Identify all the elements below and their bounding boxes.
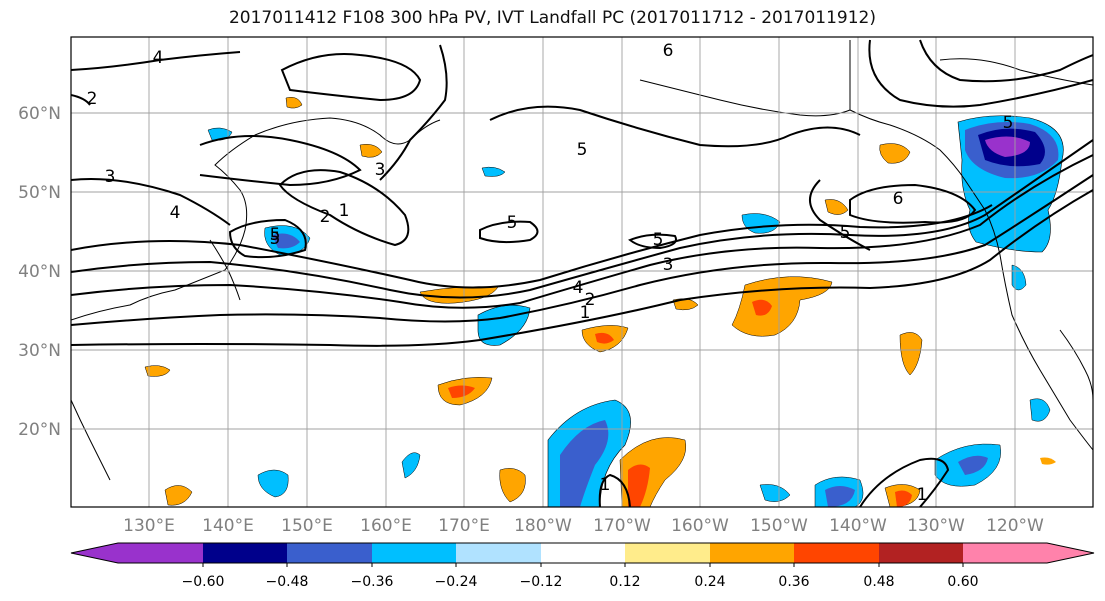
lat-label-30n: 30°N xyxy=(18,341,61,361)
contour-label: 2 xyxy=(320,207,331,227)
contour-label: 5 xyxy=(577,140,588,160)
contour-label: 1 xyxy=(339,201,350,221)
contour-labels: 4 2 3 5 6 3 4 1 2 5 5 5 3 4 2 5 6 5 1 1 … xyxy=(87,41,1014,505)
contour-label: 6 xyxy=(893,189,904,209)
colorbar-segment xyxy=(287,543,372,563)
lon-label-130w: 130°W xyxy=(907,516,965,536)
latitude-labels: 60°N 50°N 40°N 30°N 20°N xyxy=(18,104,61,440)
lon-label-160e: 160°E xyxy=(360,516,412,536)
colorbar-tick-label: 0.36 xyxy=(778,574,809,590)
lat-label-60n: 60°N xyxy=(18,104,61,124)
colorbar-segment xyxy=(625,543,710,563)
colorbar-tick-label: 0.24 xyxy=(694,574,725,590)
contour-label: 6 xyxy=(663,41,674,61)
lat-label-20n: 20°N xyxy=(18,420,61,440)
lon-label-180w: 180°W xyxy=(514,516,572,536)
longitude-labels: 130°E 140°E 150°E 160°E 170°E 180°W 170°… xyxy=(123,516,1044,536)
contour-label: 4 xyxy=(170,203,181,223)
colorbar-segment xyxy=(879,543,963,563)
colorbar-segment xyxy=(794,543,879,563)
contour-label: 5 xyxy=(270,225,281,245)
colorbar-tick-label: −0.12 xyxy=(520,574,563,590)
colorbar-segment xyxy=(456,543,541,563)
colorbar-extend-high xyxy=(1047,543,1094,563)
lat-label-50n: 50°N xyxy=(18,183,61,203)
colorbar: −0.60 −0.48 −0.36 −0.24 −0.12 0.12 0.24 … xyxy=(70,542,1095,590)
contour-label: 2 xyxy=(585,290,596,310)
colorbar-tick-label: 0.48 xyxy=(863,574,894,590)
contour-label: 5 xyxy=(1003,113,1014,133)
contour-label: 3 xyxy=(375,160,386,180)
colorbar-extend-low xyxy=(71,543,118,563)
shaded-anomalies xyxy=(144,97,1064,507)
contour-label: 5 xyxy=(653,230,664,250)
colorbar-segment xyxy=(541,543,625,563)
lon-label-120w: 120°W xyxy=(986,516,1044,536)
colorbar-tick-label: −0.24 xyxy=(435,574,478,590)
colorbar-tick-label: 0.12 xyxy=(609,574,640,590)
lon-label-140e: 140°E xyxy=(202,516,254,536)
colorbar-segment xyxy=(203,543,287,563)
colorbar-segment xyxy=(372,543,456,563)
contour-label: 3 xyxy=(663,255,674,275)
map-frame xyxy=(70,36,1094,508)
map-title: 2017011412 F108 300 hPa PV, IVT Landfall… xyxy=(228,8,876,28)
contour-label: 4 xyxy=(153,48,164,68)
lat-label-40n: 40°N xyxy=(18,262,61,282)
contour-label: 1 xyxy=(600,475,611,495)
coastlines xyxy=(71,40,1093,481)
lon-label-170e: 170°E xyxy=(438,516,490,536)
pv-contours xyxy=(71,39,1093,507)
colorbar-segment xyxy=(963,543,1047,563)
colorbar-tick-label: −0.48 xyxy=(266,574,309,590)
colorbar-tick-label: −0.60 xyxy=(182,574,225,590)
contour-label: 5 xyxy=(270,229,281,249)
colorbar-tick-label: −0.36 xyxy=(351,574,394,590)
lon-label-160w: 160°W xyxy=(671,516,729,536)
colorbar-segment xyxy=(710,543,794,563)
lon-label-150w: 150°W xyxy=(750,516,808,536)
lon-label-130e: 130°E xyxy=(123,516,175,536)
lon-label-170w: 170°W xyxy=(593,516,651,536)
contour-label: 3 xyxy=(105,167,116,187)
colorbar-segment xyxy=(118,543,203,563)
contour-label: 5 xyxy=(840,223,851,243)
colorbar-tick-label: 0.60 xyxy=(947,574,978,590)
colorbar-outline xyxy=(70,542,1095,564)
lon-label-140w: 140°W xyxy=(829,516,887,536)
contour-label: 4 xyxy=(573,278,584,298)
contour-label: 5 xyxy=(507,213,518,233)
contour-label: 1 xyxy=(917,485,928,505)
contour-label: 2 xyxy=(87,89,98,109)
contour-label: 1 xyxy=(580,303,591,323)
lon-label-150e: 150°E xyxy=(281,516,333,536)
